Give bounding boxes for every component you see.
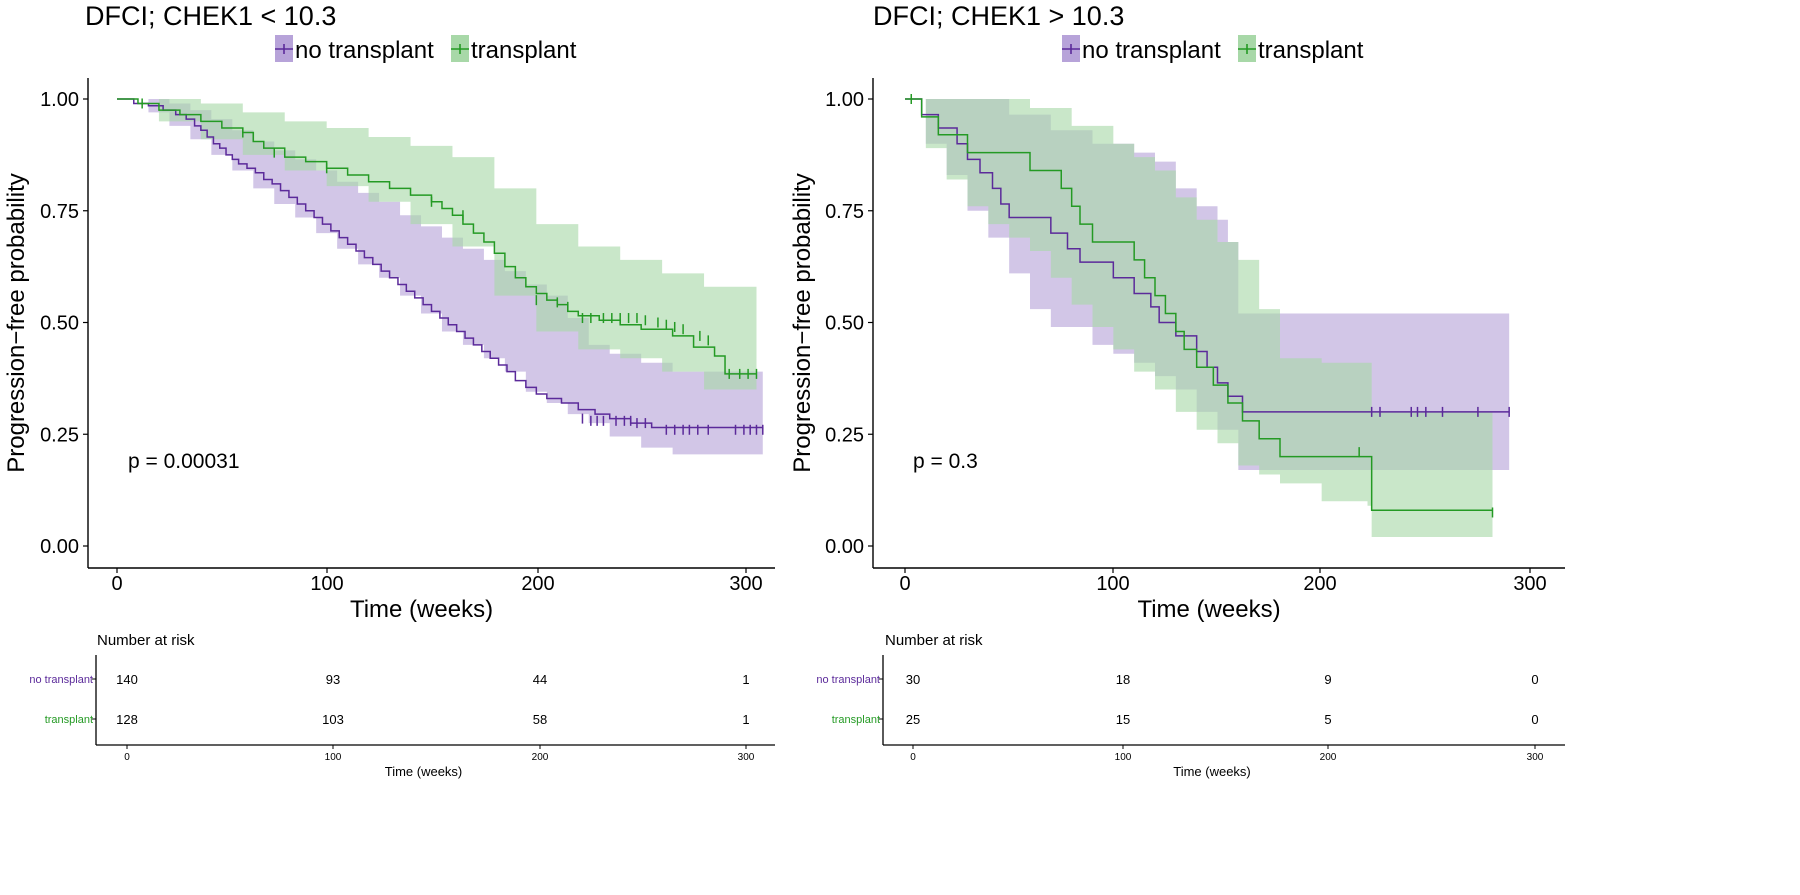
confidence-band-transplant bbox=[905, 99, 1493, 538]
risk-count: 140 bbox=[116, 672, 138, 687]
risk-x-tick-label: 0 bbox=[910, 752, 916, 763]
risk-x-axis-label: Time (weeks) bbox=[385, 764, 463, 779]
chart-panel-1: DFCI; CHEK1 < 10.3 no transplant transplan… bbox=[3, 1, 775, 779]
risk-x-axis-label: Time (weeks) bbox=[1173, 764, 1251, 779]
y-axis-label: Progression−free probability bbox=[3, 173, 30, 473]
legend-label-no-transplant: no transplant bbox=[295, 37, 434, 64]
risk-count: 103 bbox=[322, 712, 344, 727]
y-axis-label: Progression−free probability bbox=[789, 173, 816, 473]
risk-row-label-transplant: transplant bbox=[45, 714, 93, 726]
risk-x-tick-label: 200 bbox=[1320, 752, 1337, 763]
risk-x-tick-label: 200 bbox=[532, 752, 549, 763]
risk-count: 58 bbox=[533, 712, 547, 727]
risk-x-tick-label: 0 bbox=[124, 752, 130, 763]
legend-label-no-transplant: no transplant bbox=[1082, 37, 1221, 64]
x-axis-label: Time (weeks) bbox=[350, 596, 493, 623]
survival-curve-transplant bbox=[905, 98, 1493, 511]
risk-count: 1 bbox=[742, 672, 749, 687]
y-tick-label: 0.00 bbox=[825, 536, 864, 558]
chart-title: DFCI; CHEK1 < 10.3 bbox=[85, 1, 336, 31]
risk-count: 1 bbox=[742, 712, 749, 727]
legend-label-transplant: transplant bbox=[471, 37, 577, 64]
y-tick-label: 0.50 bbox=[825, 313, 864, 335]
chart-panel-2: DFCI; CHEK1 > 10.3 no transplant transplan… bbox=[789, 1, 1565, 779]
risk-table-title: Number at risk bbox=[97, 632, 195, 649]
x-tick-label: 200 bbox=[521, 573, 554, 595]
legend: no transplant transplant bbox=[1062, 35, 1364, 64]
risk-x-tick-label: 300 bbox=[738, 752, 755, 763]
risk-count: 93 bbox=[326, 672, 340, 687]
p-value-annotation: p = 0.00031 bbox=[128, 450, 240, 473]
legend: no transplant transplant bbox=[275, 35, 577, 64]
y-tick-label: 0.75 bbox=[825, 201, 864, 223]
risk-row-label-transplant: transplant bbox=[832, 714, 880, 726]
confidence-band-transplant bbox=[117, 99, 757, 417]
risk-count: 0 bbox=[1531, 712, 1538, 727]
risk-count: 128 bbox=[116, 712, 138, 727]
risk-table: Number at risk no transplant 140 93 44 1 trans… bbox=[29, 632, 775, 779]
survival-curve-no-transplant bbox=[117, 98, 764, 430]
chart-title: DFCI; CHEK1 > 10.3 bbox=[873, 1, 1124, 31]
risk-row-label-no-transplant: no transplant bbox=[816, 674, 880, 686]
x-tick-label: 0 bbox=[899, 573, 910, 595]
y-tick-label: 0.75 bbox=[40, 201, 79, 223]
risk-x-tick-label: 300 bbox=[1527, 752, 1544, 763]
x-tick-label: 300 bbox=[1513, 573, 1546, 595]
confidence-band-no-transplant bbox=[117, 99, 763, 462]
y-tick-label: 0.25 bbox=[40, 424, 79, 446]
x-tick-label: 100 bbox=[1096, 573, 1129, 595]
risk-x-tick-label: 100 bbox=[1115, 752, 1132, 763]
x-tick-label: 100 bbox=[310, 573, 343, 595]
risk-count: 44 bbox=[533, 672, 547, 687]
x-tick-label: 300 bbox=[729, 573, 762, 595]
y-tick-label: 0.25 bbox=[825, 424, 864, 446]
y-tick-label: 0.50 bbox=[40, 313, 79, 335]
risk-count: 18 bbox=[1116, 672, 1130, 687]
risk-count: 5 bbox=[1324, 712, 1331, 727]
risk-row-label-no-transplant: no transplant bbox=[29, 674, 93, 686]
p-value-annotation: p = 0.3 bbox=[913, 450, 978, 473]
risk-count: 15 bbox=[1116, 712, 1130, 727]
x-tick-label: 200 bbox=[1303, 573, 1336, 595]
y-tick-label: 1.00 bbox=[40, 89, 79, 111]
y-tick-label: 1.00 bbox=[825, 89, 864, 111]
risk-count: 25 bbox=[906, 712, 920, 727]
risk-table-title: Number at risk bbox=[885, 632, 983, 649]
risk-count: 9 bbox=[1324, 672, 1331, 687]
legend-label-transplant: transplant bbox=[1258, 37, 1364, 64]
risk-count: 30 bbox=[906, 672, 920, 687]
y-tick-label: 0.00 bbox=[40, 536, 79, 558]
risk-table: Number at risk no transplant 30 18 9 0 transpl… bbox=[816, 632, 1565, 779]
risk-x-tick-label: 100 bbox=[325, 752, 342, 763]
risk-count: 0 bbox=[1531, 672, 1538, 687]
x-axis-label: Time (weeks) bbox=[1137, 596, 1280, 623]
x-tick-label: 0 bbox=[111, 573, 122, 595]
